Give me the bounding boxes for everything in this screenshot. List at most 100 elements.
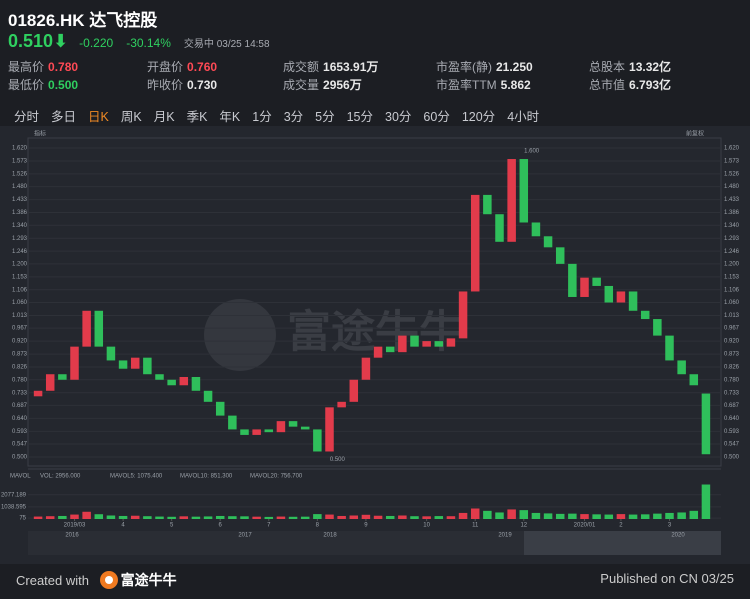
volume-bar [519,510,529,519]
candle-body [422,341,431,347]
stat-value: 2956万 [323,78,362,92]
timeline-window [524,531,721,555]
candle-body [58,374,67,380]
candle-body [677,360,686,375]
tab[interactable]: 30分 [385,110,412,124]
volume-bar [70,514,79,519]
volume-bar [325,514,334,519]
stat-label: 总市值 [589,78,626,92]
tab[interactable]: 日K [88,110,109,124]
volume-tick-label: 75 [19,516,26,522]
tab[interactable]: 年K [219,110,241,124]
candle-body [543,236,553,248]
x-tick-label: 8 [316,523,320,529]
y-tick-label: 1.340 [12,223,28,229]
candle-body [130,357,140,369]
y-tick-label-right: 1.386 [724,210,740,216]
adjust-label: 前复权 [686,130,704,138]
candle-body [191,376,201,391]
y-tick-label: 0.593 [12,429,28,435]
tab[interactable]: 分时 [14,110,40,124]
candle-body [592,277,601,286]
y-tick-label: 1.293 [12,236,28,242]
stat-label: 成交量 [283,78,320,92]
volume-bar [398,515,407,519]
volume-bar [653,513,662,519]
stat-value: 0.730 [187,78,218,92]
stat-value: 0.760 [187,60,218,74]
annotation: 1.600 [524,149,540,155]
volume-bar [130,515,140,519]
volume-bar [543,513,553,519]
y-tick-label: 1.386 [12,210,28,216]
x-tick-label: 2 [619,523,623,529]
volume-bar [616,514,626,519]
tab[interactable]: 月K [153,110,175,124]
volume-bar [82,511,91,519]
created-text: Created with [16,573,89,588]
candle-body [604,285,614,303]
volume-bar [361,514,371,519]
candle-body [701,393,711,455]
status: 交易中 03/25 14:58 [183,39,270,50]
y-tick-label: 1.246 [12,249,28,255]
tab[interactable]: 5分 [315,110,335,124]
logo [99,571,118,589]
candle-body [665,335,674,361]
y-tick-label-right: 0.826 [724,365,740,371]
y-tick-label: 0.547 [12,442,28,448]
candle-body [276,421,286,433]
y-tick-label-right: 0.547 [724,442,740,448]
y-tick-label: 0.873 [12,352,28,358]
tab[interactable]: 1分 [252,110,272,124]
tab[interactable]: 多日 [51,110,77,124]
volume-bar [470,508,480,519]
candle-body [94,310,104,347]
y-tick-label: 0.920 [12,339,28,345]
tab[interactable]: 120分 [461,110,496,124]
x-tick-label: 5 [170,523,174,529]
stat-label: 市盈率(静) [436,60,492,74]
tab[interactable]: 15分 [346,110,374,124]
volume-legend: VOL: 2956.000 [40,474,81,480]
y-tick-label-right: 0.873 [724,352,740,358]
x-tick-label: 10 [423,523,430,529]
x-tick-label: 2019/03 [64,523,86,529]
tab[interactable]: 4小时 [507,110,540,124]
price: 0.510 [8,31,54,51]
x-tick-label: 9 [364,523,368,529]
y-tick-label-right: 1.200 [724,261,740,267]
candle-body [628,291,638,311]
candle-body [45,374,55,391]
timeline-label: 2016 [65,533,79,539]
candle-body [288,421,298,427]
tab[interactable]: 周K [120,110,142,124]
stat-value: 0.500 [48,78,79,92]
volume-bar [313,514,322,519]
volume-bar [373,515,383,519]
tab[interactable]: 季K [186,110,208,124]
volume-tick-label: 2077.189 [1,492,27,498]
y-tick-label-right: 1.573 [724,159,740,165]
volume-bar [167,516,176,519]
y-tick-label: 1.013 [12,313,28,319]
stat: 市盈率TTM 5.862 [436,76,531,94]
volume-bar [33,516,43,519]
volume-bar [94,514,104,519]
y-tick-label: 1.200 [12,261,28,267]
y-tick-label-right: 0.780 [724,377,740,383]
volume-bar [252,516,261,519]
volume-bar [410,516,419,519]
y-tick-label: 0.780 [12,377,28,383]
volume-bar [58,515,67,519]
candle-body [434,341,444,347]
x-tick-label: 11 [472,523,479,529]
candle-body [155,374,164,380]
y-tick-label: 1.526 [12,172,28,178]
volume-bar [555,513,565,519]
tab[interactable]: 3分 [283,110,304,124]
candle-body [410,335,419,347]
annotation: 0.500 [330,457,346,463]
tab[interactable]: 60分 [423,110,450,124]
